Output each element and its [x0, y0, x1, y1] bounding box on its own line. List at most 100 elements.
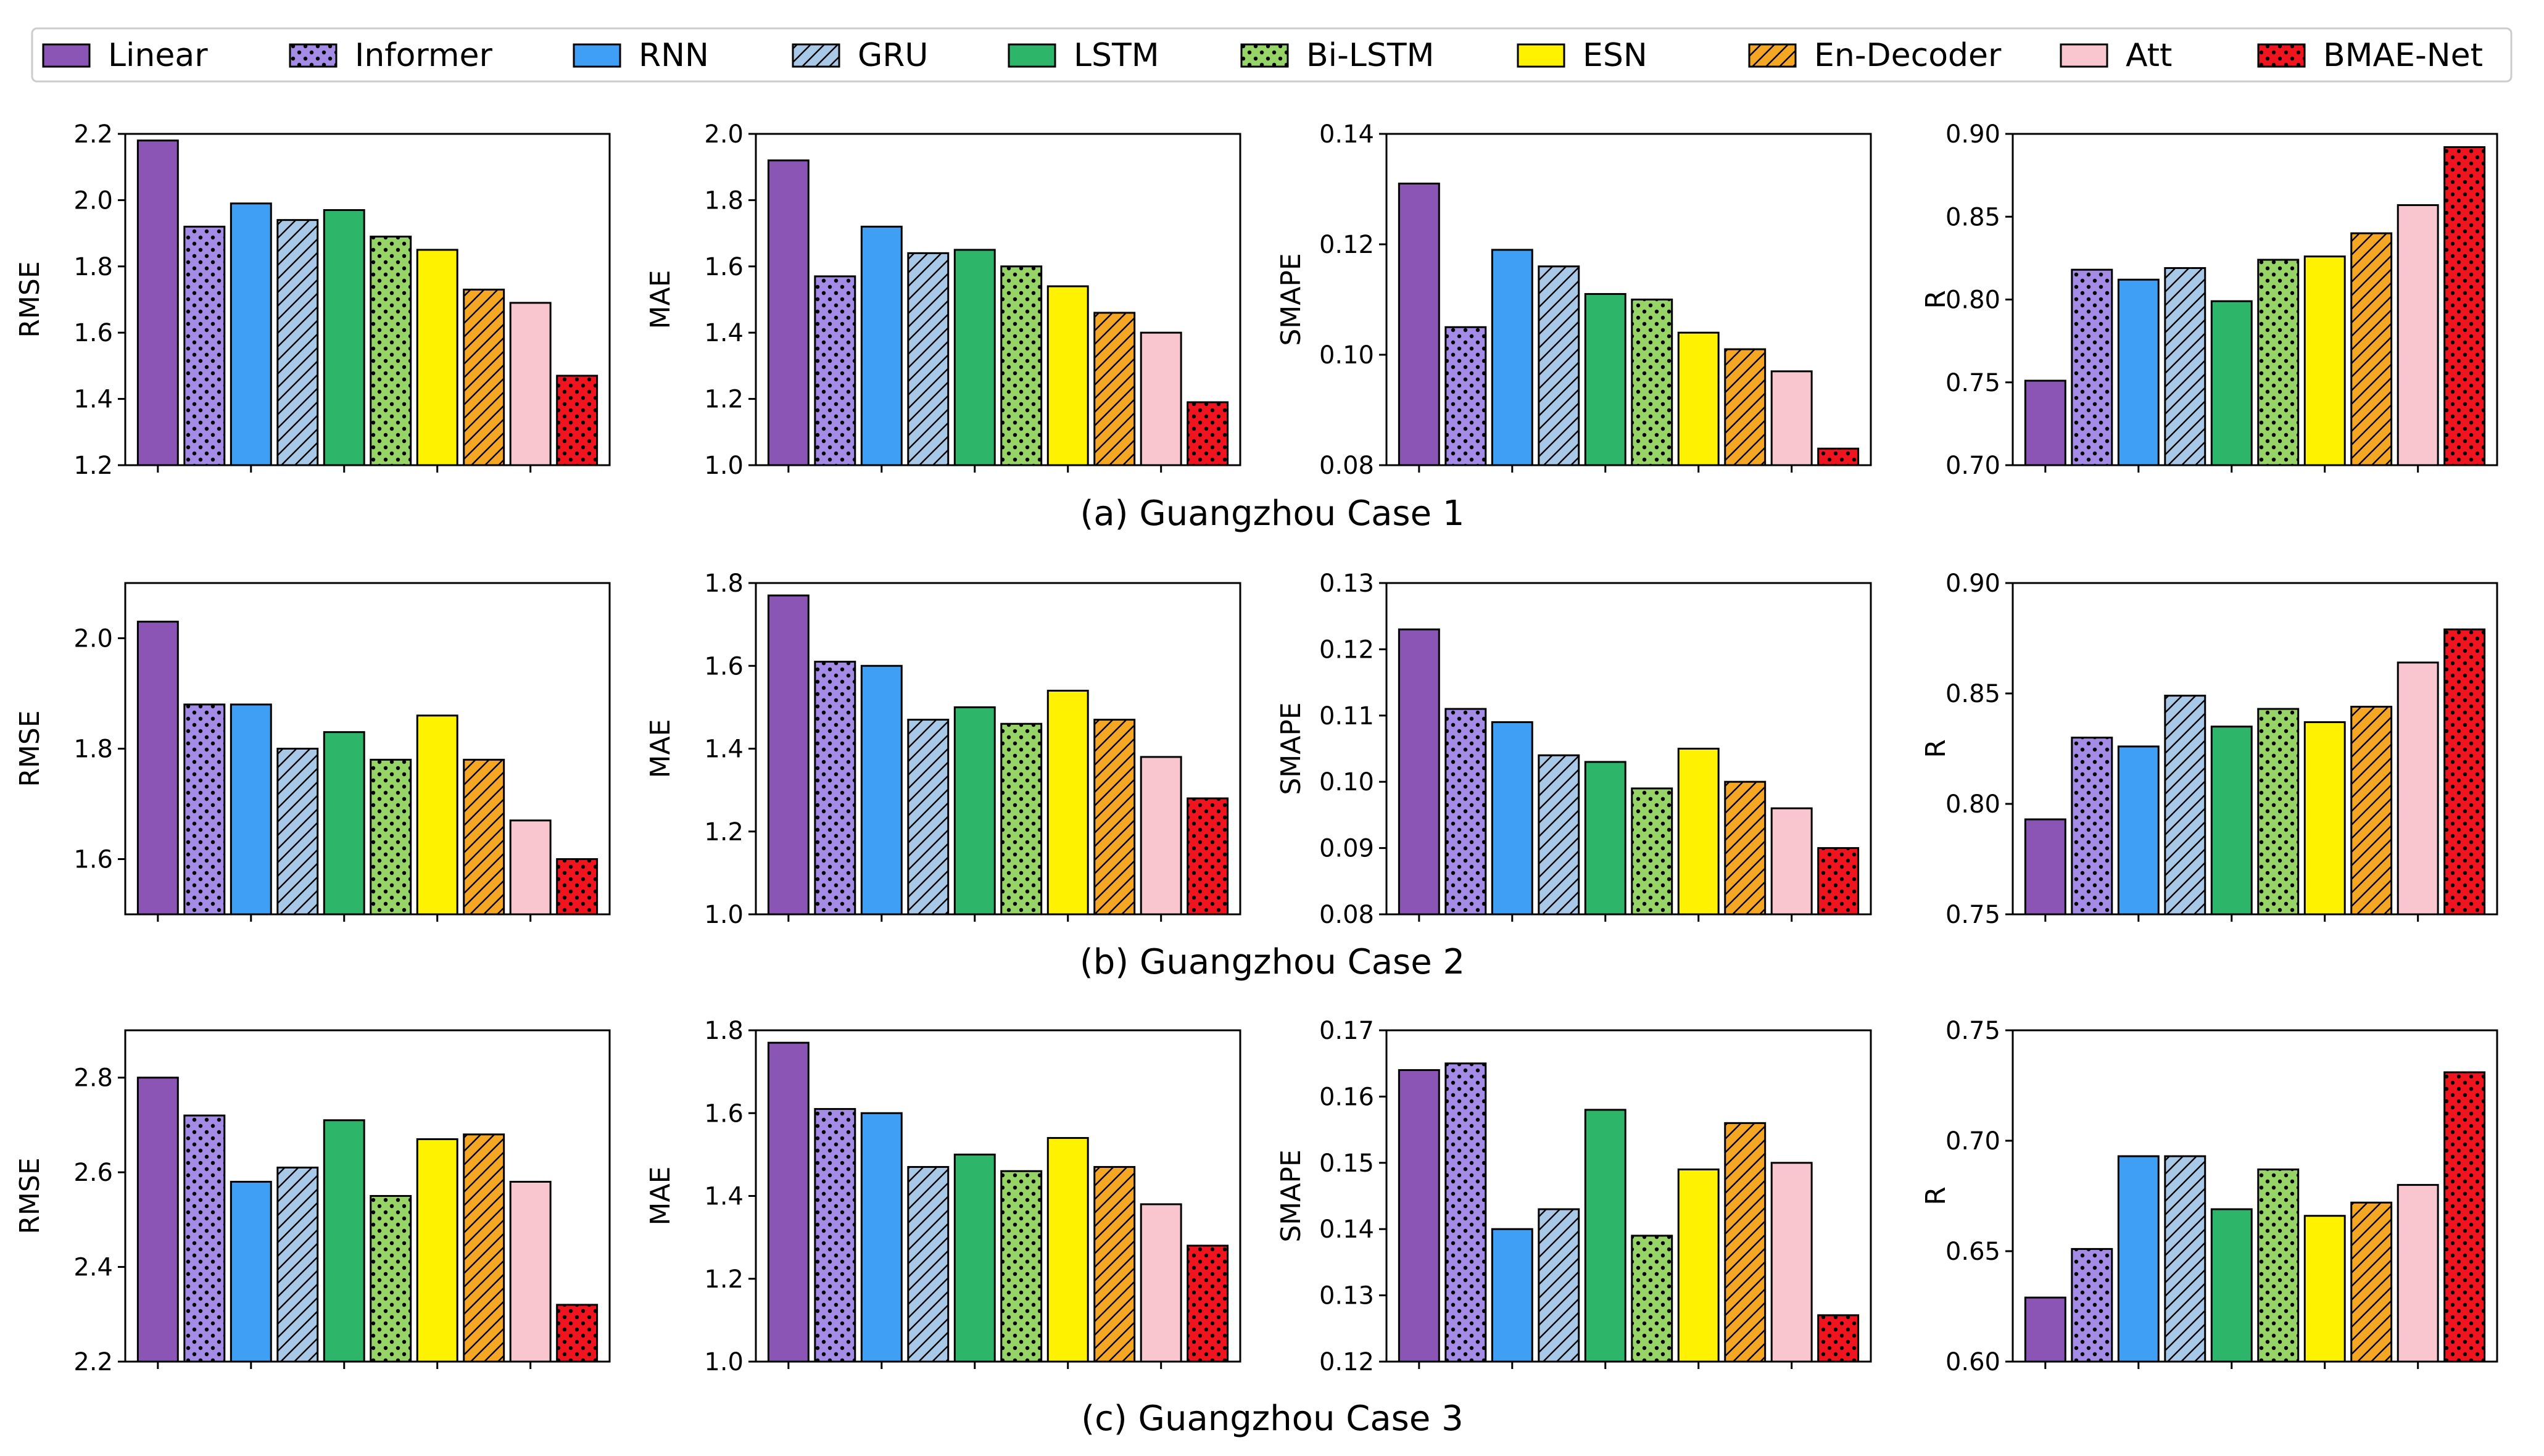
bar-rnn-r-case-2 — [2117, 745, 2160, 916]
y-tick-label-0.14: 0.14 — [1319, 1215, 1374, 1244]
bar-rnn-mae-case-1 — [860, 225, 903, 466]
bar-bi-lstm-smape-case-3-pattern — [1631, 1235, 1672, 1362]
bar-lstm-mae-case-3 — [953, 1153, 996, 1363]
bar-rnn-rmse-case-3 — [230, 1180, 272, 1363]
y-axis-label: MAE — [645, 719, 676, 779]
bar-bmae-net-r-case-3-pattern — [2444, 1072, 2485, 1362]
bar-informer-mae-case-2-pattern — [814, 661, 855, 914]
bar-bi-lstm-rmse-case-1-pattern — [370, 236, 411, 465]
bar-att-rmse-case-1 — [509, 302, 552, 466]
captions: (a) Guangzhou Case 1 (b) Guangzhou Case 2… — [1080, 494, 1465, 1439]
y-tick-label-0.15: 0.15 — [1319, 1149, 1374, 1178]
bar-esn-smape-case-2 — [1677, 748, 1720, 916]
legend-label-linear: Linear — [108, 37, 208, 74]
y-tick-label-1.0: 1.0 — [704, 901, 744, 929]
bar-bi-lstm-smape-case-1-pattern — [1631, 299, 1672, 465]
bar-bmae-net-smape-case-3-pattern — [1818, 1315, 1858, 1362]
legend-swatch-pattern-bi-lstm — [1241, 44, 1288, 67]
y-tick-label-2.8: 2.8 — [73, 1064, 113, 1093]
y-tick-label-0.12: 0.12 — [1319, 231, 1374, 259]
y-tick-label-0.08: 0.08 — [1319, 452, 1374, 480]
bar-en-decoder-rmse-case-3-pattern — [463, 1134, 504, 1362]
y-axis-label: RMSE — [14, 261, 46, 337]
y-axis-label: R — [1920, 290, 1952, 309]
bar-en-decoder-mae-case-2-pattern — [1094, 719, 1135, 914]
legend-label-lstm: LSTM — [1074, 37, 1159, 74]
legend-label-informer: Informer — [355, 37, 493, 74]
axes-frame — [755, 133, 1241, 466]
bar-informer-smape-case-2-pattern — [1445, 709, 1486, 914]
legend-label-gru: GRU — [858, 37, 929, 74]
bar-lstm-smape-case-1 — [1584, 293, 1626, 466]
bar-rnn-rmse-case-1 — [230, 202, 272, 466]
bar-esn-smape-case-1 — [1677, 331, 1720, 466]
panels: 1.2 1.4 1.6 1.8 2.0 2.2 RMSE 1.0 1.2 1.4 1.6 1.8 2.0… — [14, 120, 2498, 1376]
bar-informer-r-case-2-pattern — [2071, 737, 2112, 914]
y-tick-label-1.2: 1.2 — [704, 1265, 744, 1294]
bar-bmae-net-rmse-case-1-pattern — [557, 376, 597, 465]
bar-linear-mae-case-1 — [767, 159, 810, 466]
legend-label-bmae-net: BMAE-Net — [2323, 37, 2483, 74]
bar-en-decoder-r-case-2-pattern — [2351, 706, 2392, 914]
y-tick-label-2.2: 2.2 — [73, 120, 113, 149]
y-tick-label-0.13: 0.13 — [1319, 1282, 1374, 1310]
axes-frame — [2012, 133, 2498, 466]
bar-bmae-net-mae-case-2-pattern — [1187, 798, 1228, 914]
y-tick-label-0.10: 0.10 — [1319, 768, 1374, 796]
y-tick-label-2.2: 2.2 — [73, 1348, 113, 1376]
bar-esn-mae-case-3 — [1046, 1137, 1089, 1363]
bar-lstm-mae-case-1 — [953, 249, 996, 466]
axes-frame — [2012, 582, 2498, 916]
bar-linear-rmse-case-3 — [136, 1077, 179, 1363]
bar-bmae-net-mae-case-3-pattern — [1187, 1246, 1228, 1362]
bar-linear-smape-case-1 — [1398, 183, 1440, 466]
bar-rnn-mae-case-2 — [860, 664, 903, 916]
y-tick-label-0.90: 0.90 — [1945, 120, 2000, 149]
axes-frame — [1385, 582, 1872, 916]
y-tick-label-0.85: 0.85 — [1945, 680, 2000, 708]
legend: Linear Informer RNN GRU LSTM Bi-LSTM ESN En-Dec… — [31, 27, 2513, 83]
y-tick-label-0.75: 0.75 — [1945, 901, 2000, 929]
axes-frame — [124, 582, 611, 916]
bar-esn-r-case-3 — [2303, 1215, 2346, 1363]
y-tick-label-1.8: 1.8 — [704, 186, 744, 215]
y-tick-label-0.70: 0.70 — [1945, 452, 2000, 480]
bar-rnn-r-case-3 — [2117, 1155, 2160, 1363]
bar-lstm-rmse-case-2 — [323, 731, 365, 916]
legend-swatch-esn — [1517, 43, 1565, 68]
y-tick-label-0.75: 0.75 — [1945, 369, 2000, 397]
legend-swatch-pattern-en-decoder — [1749, 44, 1796, 67]
bar-informer-mae-case-1-pattern — [814, 276, 855, 465]
panel-mae-case-2: 1.0 1.2 1.4 1.6 1.8 MAE — [645, 569, 1241, 929]
bar-en-decoder-rmse-case-2-pattern — [463, 759, 504, 914]
bar-linear-smape-case-2 — [1398, 628, 1440, 916]
y-tick-label-1.6: 1.6 — [73, 319, 113, 347]
y-tick-label-1.4: 1.4 — [73, 386, 113, 414]
panel-r-case-2: 0.75 0.80 0.85 0.90 R — [1920, 569, 2498, 929]
y-tick-label-1.4: 1.4 — [704, 1183, 744, 1211]
bar-bmae-net-rmse-case-2-pattern — [557, 859, 597, 914]
axes-frame — [2012, 1029, 2498, 1363]
bar-linear-mae-case-2 — [767, 594, 810, 916]
y-axis-label: MAE — [645, 270, 676, 329]
y-tick-label-0.10: 0.10 — [1319, 341, 1374, 370]
bar-gru-r-case-3-pattern — [2165, 1156, 2205, 1362]
legend-label-att: Att — [2126, 37, 2172, 74]
axes-frame — [755, 582, 1241, 916]
y-tick-label-2.0: 2.0 — [73, 625, 113, 653]
bar-gru-smape-case-3-pattern — [1538, 1209, 1579, 1362]
bar-informer-smape-case-1-pattern — [1445, 327, 1486, 465]
bar-en-decoder-r-case-1-pattern — [2351, 233, 2392, 465]
bar-esn-rmse-case-1 — [416, 249, 458, 466]
bar-lstm-smape-case-3 — [1584, 1109, 1626, 1363]
bar-en-decoder-mae-case-3-pattern — [1094, 1167, 1135, 1362]
legend-swatch-pattern-informer — [290, 44, 336, 67]
bar-esn-rmse-case-2 — [416, 714, 458, 916]
bar-linear-rmse-case-1 — [136, 139, 179, 466]
panel-rmse-case-2: 1.6 1.8 2.0 RMSE — [14, 582, 611, 922]
y-axis-label: RMSE — [14, 1157, 46, 1234]
y-tick-label-1.0: 1.0 — [704, 452, 744, 480]
legend-swatch-lstm — [1008, 43, 1056, 68]
bar-bmae-net-mae-case-1-pattern — [1187, 402, 1228, 465]
y-tick-label-0.11: 0.11 — [1319, 702, 1374, 730]
